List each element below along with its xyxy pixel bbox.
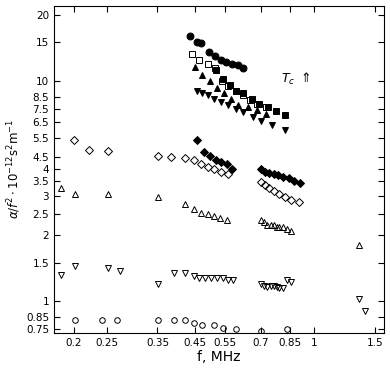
Y-axis label: $\alpha/f^2\cdot10^{-12}$s$^2$m$^{-1}$: $\alpha/f^2\cdot10^{-12}$s$^2$m$^{-1}$ [5, 119, 23, 219]
X-axis label: f, MHz: f, MHz [197, 350, 241, 364]
Text: $T_c$ $\Uparrow$: $T_c$ $\Uparrow$ [280, 71, 310, 87]
